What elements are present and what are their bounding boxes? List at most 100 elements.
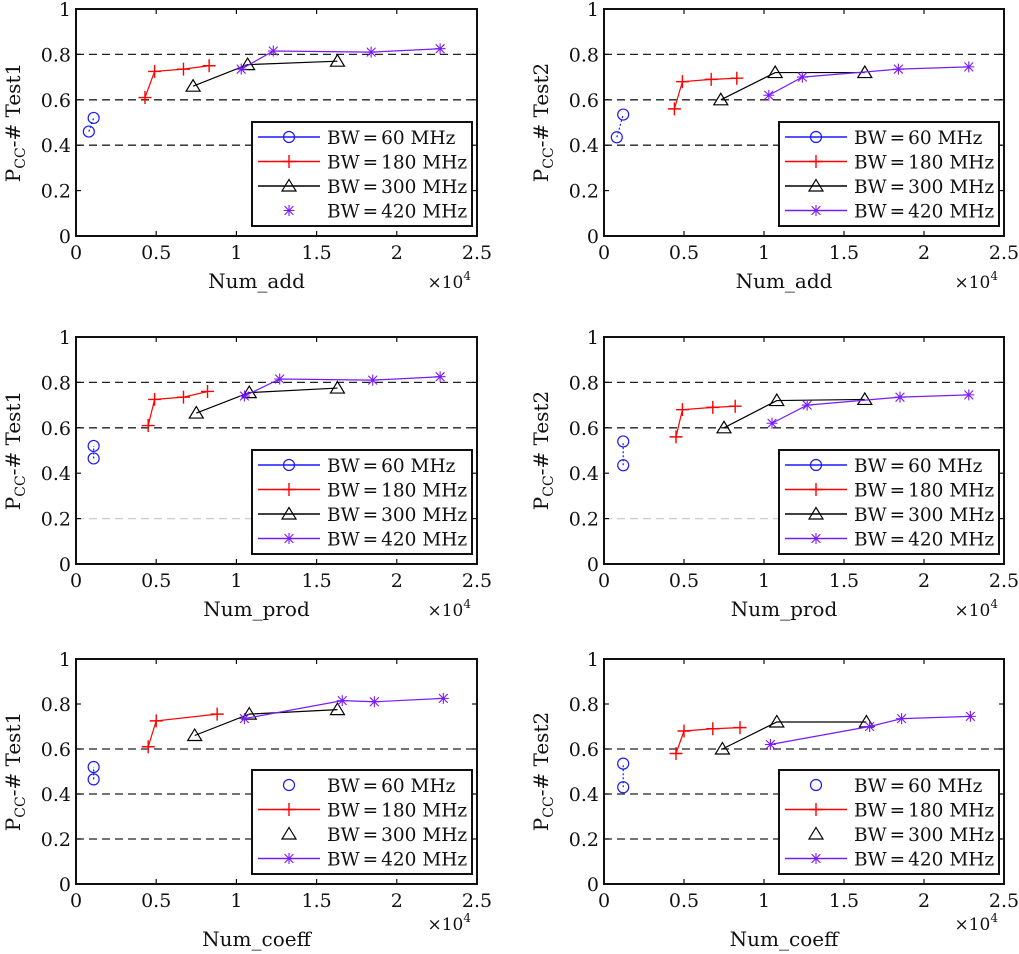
legend-label-prefix: BW (327, 801, 360, 822)
y-tick-label: 0.8 (569, 44, 599, 66)
legend-marker (809, 130, 823, 144)
y-tick-label: 0.6 (41, 739, 71, 761)
legend-marker (810, 205, 822, 216)
multiplier-exponent: 4 (463, 597, 471, 611)
x-tick-label: 2.5 (989, 242, 1019, 264)
legend-label-value: 420 MHz (381, 850, 467, 871)
y-tick-label: 1 (587, 649, 599, 671)
y-label-subscript: CC (13, 147, 29, 168)
y-axis-label: PCC-# Test1 (1, 712, 29, 831)
chart-panel-middle-right: 0 0.5 1 1.5 2 2.5 0 0.2 0.4 0.6 0.8 1 Num_prod ×104 PC… (529, 327, 1019, 621)
y-tick-label: 0.2 (41, 829, 71, 851)
multiplier-base: ×10 (954, 915, 990, 935)
series-300-mhz (714, 714, 875, 755)
legend-label-prefix: BW (854, 481, 887, 502)
series-180-mhz (669, 721, 747, 760)
legend-label-prefix: BW (854, 456, 887, 477)
legend-label-eq: = (363, 177, 379, 198)
legend-label-value: 300 MHz (908, 825, 994, 846)
y-tick-label: 0 (587, 554, 599, 576)
series-60-mhz (617, 757, 630, 794)
series-line (770, 715, 971, 746)
data-point (274, 373, 286, 385)
x-tick-label: 2.5 (462, 570, 492, 592)
data-point (238, 390, 250, 402)
series-60-mhz (87, 439, 100, 465)
data-point (434, 43, 446, 55)
data-point (864, 721, 876, 732)
chart-panel-top-right: 0 0.5 1 1.5 2 2.5 0 0.2 0.4 0.6 0.8 1 Num_add ×104 PCC… (529, 0, 1019, 293)
data-point (704, 72, 718, 86)
legend-label-eq: = (890, 481, 906, 502)
legend-label-eq: = (890, 850, 906, 871)
data-point (610, 131, 623, 144)
legend-marker (809, 155, 823, 168)
x-tick-label: 0.5 (141, 570, 171, 592)
data-point (210, 707, 224, 721)
data-point (767, 64, 784, 79)
legend-label: BW = 420 MHz (327, 850, 467, 871)
legend-label: BW = 60 MHz (854, 128, 983, 149)
legend-label-prefix: BW (327, 128, 360, 149)
data-point (856, 391, 873, 406)
legend-label-prefix: BW (327, 825, 360, 846)
legend-marker (810, 533, 822, 544)
multiplier-exponent: 4 (990, 269, 998, 283)
y-tick-label: 0.4 (569, 463, 599, 485)
multiplier-exponent: 4 (990, 597, 998, 611)
series-line (196, 387, 338, 414)
series-180-mhz (138, 59, 216, 105)
data-point (202, 59, 216, 73)
legend-label-eq: = (363, 128, 379, 149)
y-label-subscript: CC (541, 796, 557, 817)
x-tick-label: 2 (391, 242, 403, 264)
data-point (87, 439, 100, 453)
x-axis-label: Num_coeff (202, 927, 312, 951)
legend-label-value: 60 MHz (381, 456, 455, 477)
y-tick-label: 0.8 (41, 44, 71, 66)
data-point (329, 53, 346, 67)
legend-label-value: 180 MHz (908, 801, 994, 822)
data-point (267, 45, 279, 57)
legend-label-prefix: BW (854, 153, 887, 174)
series-line (722, 721, 867, 750)
legend-marker (809, 458, 823, 472)
legend-label: BW = 180 MHz (854, 153, 994, 174)
y-tick-label: 0.8 (41, 372, 71, 394)
y-tick-label: 0 (59, 226, 71, 248)
y-label-main: P (1, 169, 25, 182)
legend-label: BW = 180 MHz (327, 481, 467, 502)
y-label-rest: -# Test1 (1, 712, 25, 797)
x-tick-label: 1 (758, 242, 770, 264)
data-point (964, 710, 976, 722)
x-tick-label: 1 (758, 890, 770, 912)
legend-label-value: 420 MHz (381, 530, 467, 551)
y-label-main: P (529, 497, 553, 510)
x-tick-label: 0.5 (141, 890, 171, 912)
y-label-subscript: CC (13, 475, 29, 496)
legend-label: BW = 300 MHz (327, 505, 467, 526)
legend-label: BW = 60 MHz (854, 456, 983, 477)
y-tick-label: 0.2 (41, 181, 71, 203)
series-420-mhz (235, 43, 446, 75)
y-label-rest: -# Test1 (1, 391, 25, 476)
legend-marker (809, 483, 823, 496)
legend-label: BW = 300 MHz (854, 825, 994, 846)
data-point (138, 91, 152, 105)
legend-label: BW = 60 MHz (327, 456, 456, 477)
y-label-subscript: CC (541, 147, 557, 168)
data-point (963, 389, 975, 401)
x-axis-multiplier: ×104 (427, 597, 471, 621)
x-tick-label: 0 (598, 242, 610, 264)
x-tick-label: 1.5 (829, 242, 859, 264)
y-axis-label: PCC-# Test2 (529, 63, 557, 182)
x-tick-label: 1 (758, 570, 770, 592)
legend-marker (809, 803, 823, 816)
y-label-main: P (1, 818, 25, 831)
legend-marker (280, 826, 298, 840)
legend-label: BW = 180 MHz (854, 801, 994, 822)
x-tick-label: 1.5 (829, 570, 859, 592)
multiplier-base: ×10 (954, 273, 990, 293)
data-point (763, 89, 775, 101)
